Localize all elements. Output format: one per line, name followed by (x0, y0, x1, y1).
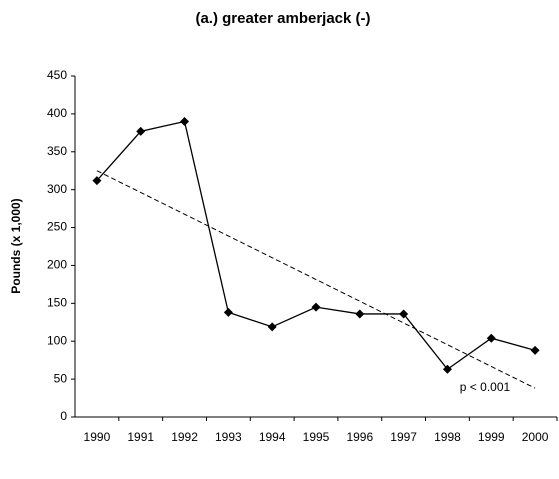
y-tick-label: 100 (47, 333, 67, 347)
y-tick-label: 200 (47, 258, 67, 272)
y-tick-label: 400 (47, 106, 67, 120)
x-tick-label: 1996 (346, 430, 373, 444)
x-tick-label: 2000 (522, 430, 549, 444)
x-tick-label: 1992 (171, 430, 198, 444)
x-tick-label: 1998 (434, 430, 461, 444)
marker (92, 176, 102, 186)
marker (311, 302, 321, 312)
x-tick-label: 1999 (478, 430, 505, 444)
x-tick-label: 1994 (259, 430, 286, 444)
y-tick-label: 300 (47, 182, 67, 196)
marker (486, 333, 496, 343)
y-axis-label: Pounds (x 1,000) (9, 198, 23, 293)
marker (399, 309, 409, 319)
x-tick-label: 1993 (215, 430, 242, 444)
marker (223, 307, 233, 317)
x-tick-label: 1997 (390, 430, 417, 444)
y-tick-label: 350 (47, 144, 67, 158)
marker (530, 345, 540, 355)
y-tick-label: 250 (47, 220, 67, 234)
y-tick-label: 150 (47, 296, 67, 310)
x-tick-label: 1991 (127, 430, 154, 444)
x-tick-label: 1990 (84, 430, 111, 444)
trend-line (96, 170, 536, 389)
chart-title: (a.) greater amberjack (-) (195, 10, 370, 27)
marker (267, 322, 277, 332)
marker (442, 364, 452, 374)
annotation: p < 0.001 (460, 380, 511, 394)
y-tick-label: 50 (54, 371, 68, 385)
series-line (96, 120, 536, 371)
x-tick-label: 1995 (303, 430, 330, 444)
y-tick-label: 0 (60, 409, 67, 423)
y-tick-label: 450 (47, 68, 67, 82)
marker (355, 309, 365, 319)
marker (180, 116, 190, 126)
marker (136, 126, 146, 136)
